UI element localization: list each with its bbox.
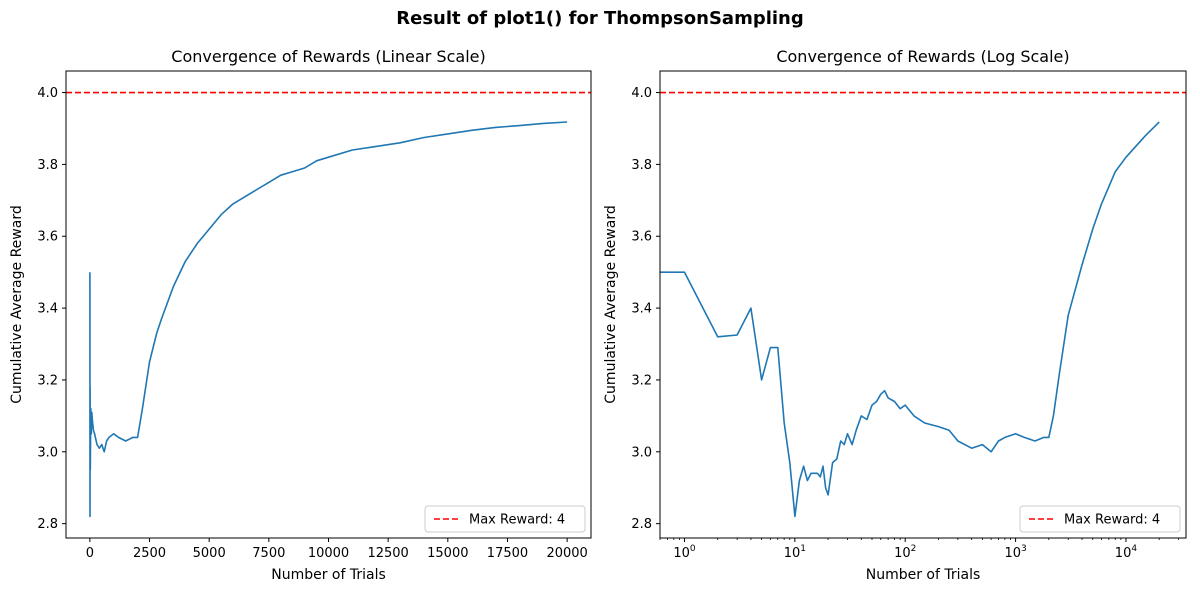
legend-label: Max Reward: 4 [469, 513, 565, 528]
y-tick-label: 3.2 [37, 373, 58, 388]
x-tick-label: 5000 [193, 546, 226, 561]
x-tick-label: 103 [1004, 544, 1026, 561]
linear-scale-panel: Convergence of Rewards (Linear Scale) 0 25… [9, 47, 592, 583]
y-tick-label: 3.4 [37, 302, 58, 317]
y-axis-label: Cumulative Average Reward [9, 205, 25, 403]
y-tick-label: 3.8 [631, 158, 652, 173]
chart-title: Convergence of Rewards (Log Scale) [776, 47, 1069, 66]
log-scale-panel: Convergence of Rewards (Log Scale) 100 101… [603, 47, 1187, 583]
legend: Max Reward: 4 [424, 505, 586, 533]
x-tick-label: 12500 [367, 546, 408, 561]
series-group [89, 121, 568, 518]
figure-suptitle: Result of plot1() for ThompsonSampling [396, 8, 804, 29]
series-group [660, 121, 1160, 518]
y-tick-label: 3.6 [631, 230, 652, 245]
x-tick-label: 102 [894, 544, 916, 561]
x-tick-label: 101 [784, 544, 806, 561]
legend: Max Reward: 4 [1019, 505, 1181, 533]
legend-box [424, 505, 586, 533]
y-tick-label: 3.8 [37, 158, 58, 173]
x-tick-label: 0 [86, 546, 94, 561]
x-tick-label: 2500 [133, 546, 166, 561]
x-tick-label: 104 [1115, 544, 1138, 561]
y-tick-label: 4.0 [37, 86, 58, 101]
x-tick-label: 100 [673, 544, 696, 561]
y-tick-label: 3.2 [631, 373, 652, 388]
reward-series-line [660, 121, 1160, 518]
y-tick-label: 3.6 [37, 230, 58, 245]
y-tick-label: 3.0 [631, 445, 652, 460]
axes-frame [659, 70, 1187, 539]
y-tick-label: 2.8 [37, 517, 58, 532]
x-axis-label: Number of Trials [866, 567, 981, 583]
reward-series-line [89, 121, 568, 518]
legend-box [1019, 505, 1181, 533]
x-tick-label: 17500 [487, 546, 528, 561]
x-tick-label: 20000 [546, 546, 587, 561]
y-tick-label: 4.0 [631, 86, 652, 101]
x-tick-label: 10000 [308, 546, 349, 561]
y-tick-label: 3.4 [631, 302, 652, 317]
y-tick-label: 2.8 [631, 517, 652, 532]
x-tick-label: 15000 [427, 546, 468, 561]
x-tick-label: 7500 [252, 546, 285, 561]
y-axis-label: Cumulative Average Reward [603, 205, 619, 403]
legend-label: Max Reward: 4 [1064, 513, 1160, 528]
x-axis-label: Number of Trials [271, 567, 386, 583]
axes-frame [65, 70, 592, 539]
y-tick-label: 3.0 [37, 445, 58, 460]
chart-title: Convergence of Rewards (Linear Scale) [171, 47, 485, 66]
